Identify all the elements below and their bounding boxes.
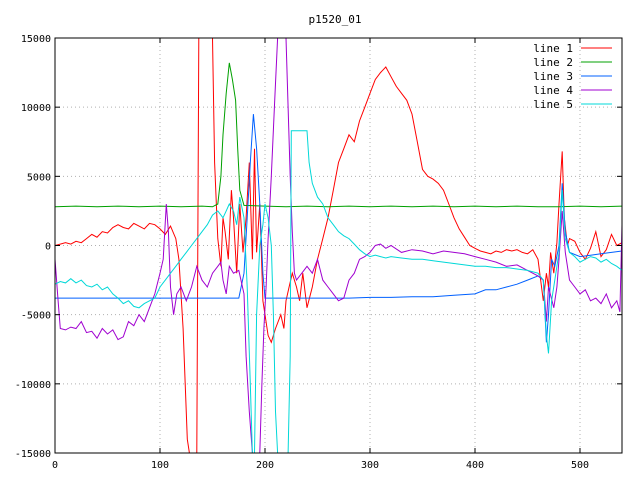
x-tick-label: 200: [256, 460, 274, 471]
legend-label: line 5: [533, 98, 573, 111]
y-tick-label: -15000: [15, 449, 51, 460]
y-tick-label: 10000: [21, 103, 51, 114]
x-tick-label: 400: [466, 460, 484, 471]
x-tick-label: 100: [151, 460, 169, 471]
chart-title: p1520_01: [309, 13, 362, 26]
y-tick-label: 15000: [21, 34, 51, 45]
series-line-2: [55, 62, 622, 208]
legend-label: line 2: [533, 56, 573, 69]
legend-label: line 3: [533, 70, 573, 83]
series-group: [55, 38, 622, 453]
x-tick-label: 500: [571, 460, 589, 471]
legend-label: line 4: [533, 84, 573, 97]
axes: 0 100 200 300 400 500 -15000 -10000 -5000 0 5000 10…: [15, 34, 622, 471]
y-tick-label: -5000: [21, 311, 51, 322]
x-tick-label: 300: [361, 460, 379, 471]
x-tick-label: 0: [52, 460, 58, 471]
grid: [55, 38, 622, 453]
y-tick-label: 5000: [27, 172, 51, 183]
y-tick-label: 0: [45, 242, 51, 253]
y-tick-label: -10000: [15, 380, 51, 391]
series-line-5: [55, 130, 622, 453]
legend-label: line 1: [533, 42, 573, 55]
